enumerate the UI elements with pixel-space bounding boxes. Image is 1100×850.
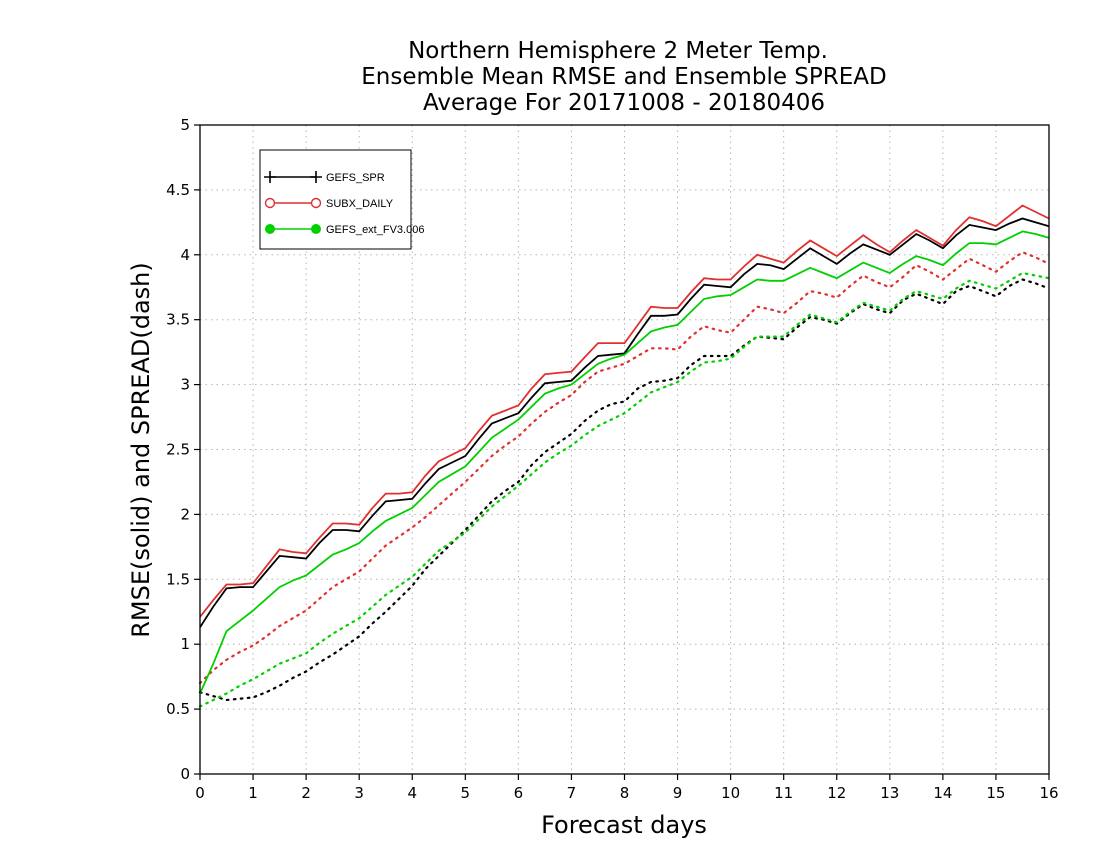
- x-tick-label: 11: [774, 784, 793, 802]
- x-tick-label: 7: [567, 784, 577, 802]
- legend: GEFS_SPR SUBX_DAILY GEFS_ext_FV3.006: [259, 149, 424, 250]
- y-axis-label: RMSE(solid) and SPREAD(dash): [127, 262, 155, 638]
- spread-line-gefs-ext-fv3-006: [198, 271, 1051, 708]
- x-tick-label: 16: [1039, 784, 1058, 802]
- legend-entry: GEFS_ext_FV3.006: [265, 224, 424, 236]
- legend-open-circle-marker: [264, 197, 276, 209]
- rmse-line-gefs-spr: [199, 217, 1050, 628]
- x-axis-label: Forecast days: [541, 811, 707, 839]
- y-tick-label: 0: [180, 765, 190, 783]
- legend-entry: GEFS_SPR: [264, 171, 385, 184]
- y-tick-label: 3.5: [166, 311, 190, 329]
- legend-entries: GEFS_SPR SUBX_DAILY GEFS_ext_FV3.006: [264, 171, 424, 236]
- chart-title-line-3: Average For 20171008 - 20180406: [423, 90, 825, 116]
- legend-label: GEFS_SPR: [326, 172, 385, 184]
- y-tick-label: 0.5: [166, 700, 190, 718]
- y-tick-label: 3: [180, 376, 190, 394]
- legend-open-circle-marker: [310, 197, 322, 209]
- data-series: [198, 204, 1051, 708]
- axis-ticks: 0 1 2 3 4 5 6 7 8 9 10 11 12 13 14 15 1600.511.522.533.5…: [166, 116, 1058, 802]
- y-tick-label: 4: [180, 246, 190, 264]
- y-tick-label: 5: [180, 116, 190, 134]
- legend-filled-circle-marker: [311, 224, 321, 234]
- x-tick-label: 13: [880, 784, 899, 802]
- x-tick-label: 12: [827, 784, 846, 802]
- y-tick-label: 4.5: [166, 181, 190, 199]
- chart-title-line-1: Northern Hemisphere 2 Meter Temp.: [408, 38, 828, 64]
- legend-filled-circle-marker: [265, 224, 275, 234]
- rmse-line-subx-daily: [199, 204, 1050, 618]
- x-tick-label: 15: [986, 784, 1005, 802]
- x-tick-label: 4: [407, 784, 417, 802]
- x-tick-label: 3: [354, 784, 364, 802]
- gridlines: [200, 125, 1049, 774]
- legend-box: [259, 149, 412, 250]
- legend-label: GEFS_ext_FV3.006: [326, 224, 424, 236]
- chart-title: Northern Hemisphere 2 Meter Temp. Ensemb…: [361, 38, 886, 116]
- legend-plus-marker: [310, 171, 322, 183]
- rmse-line-gefs-ext-fv3-006: [199, 230, 1050, 694]
- x-tick-label: 1: [248, 784, 258, 802]
- x-tick-label: 0: [195, 784, 205, 802]
- x-tick-label: 9: [673, 784, 683, 802]
- y-tick-label: 1.5: [166, 570, 190, 588]
- x-tick-label: 2: [301, 784, 311, 802]
- chart-title-line-2: Ensemble Mean RMSE and Ensemble SPREAD: [361, 64, 886, 90]
- x-tick-label: 10: [721, 784, 740, 802]
- x-tick-label: 8: [620, 784, 630, 802]
- x-tick-label: 14: [933, 784, 952, 802]
- spread-line-subx-daily: [198, 250, 1051, 685]
- legend-label: SUBX_DAILY: [326, 198, 394, 210]
- y-tick-label: 2.5: [166, 441, 190, 459]
- y-tick-label: 2: [180, 505, 190, 523]
- legend-entry: SUBX_DAILY: [264, 197, 394, 210]
- x-tick-label: 5: [461, 784, 471, 802]
- y-tick-label: 1: [180, 635, 190, 653]
- spread-line-gefs-spr: [198, 278, 1051, 702]
- legend-plus-marker: [264, 171, 276, 183]
- x-tick-label: 6: [514, 784, 524, 802]
